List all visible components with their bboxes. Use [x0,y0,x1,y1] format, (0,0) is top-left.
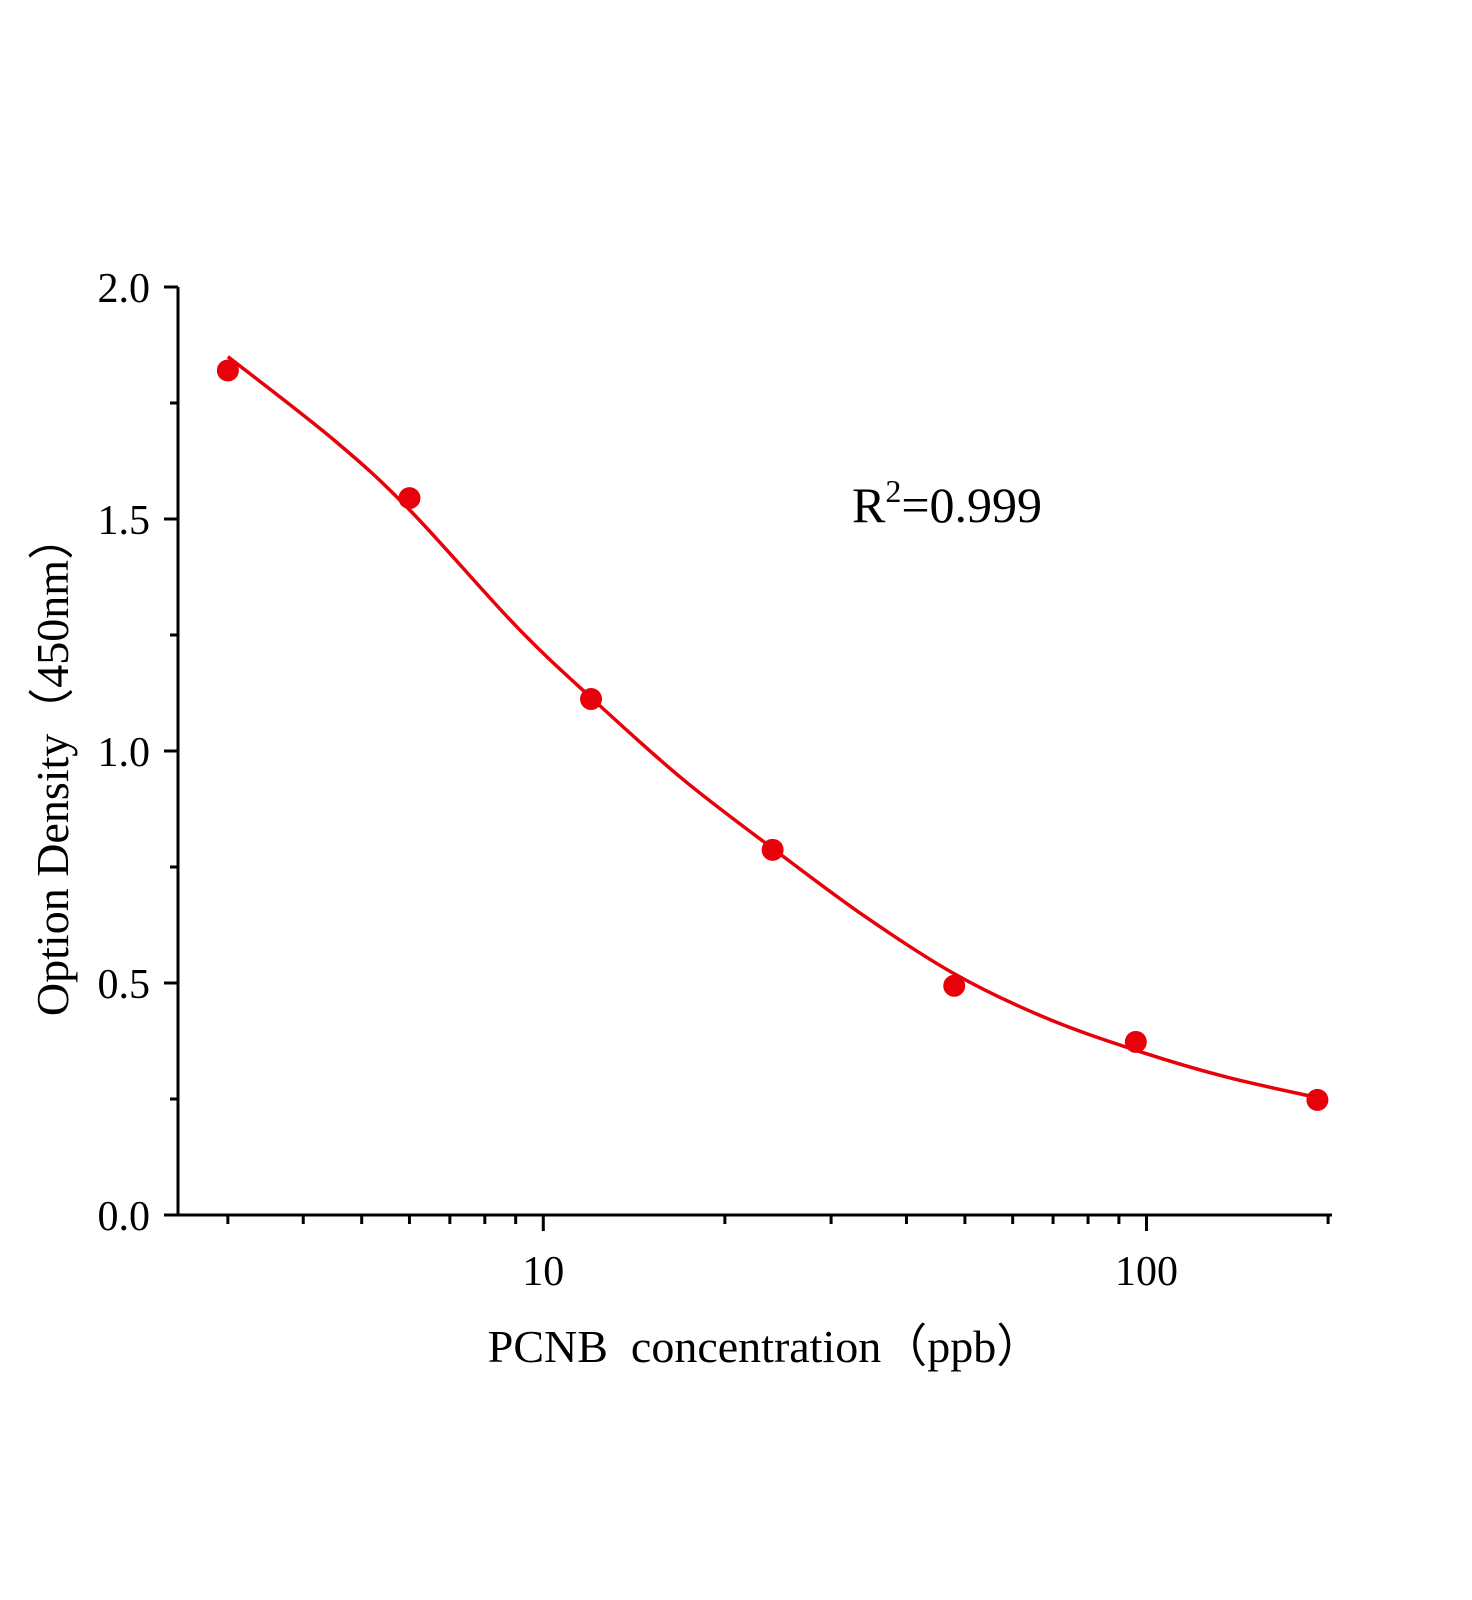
y-axis-label: Option Density（450nm） [27,514,78,1016]
y-tick-label: 1.5 [98,498,151,544]
plot-area [216,355,1329,1111]
annotation-r-squared: R2=0.999 [852,473,1042,533]
data-point [1306,1088,1329,1111]
axes: 0.0 0.5 1.0 1.5 2.0 10 100 [98,266,1332,1295]
y-tick-label: 0.5 [98,962,151,1008]
data-point [398,487,421,510]
data-point [761,838,784,861]
data-point [1124,1030,1147,1053]
data-point [580,688,603,711]
x-tick-label: 100 [1115,1249,1178,1295]
y-tick-label: 0.0 [98,1194,151,1240]
x-tick-label: 10 [522,1249,564,1295]
fitted-curve [226,355,1318,1100]
y-tick-label: 2.0 [98,266,151,312]
x-axis-label: PCNB concentration（ppb） [488,1321,1043,1372]
data-point [943,974,966,997]
y-tick-label: 1.0 [98,730,151,776]
data-point [216,359,239,382]
